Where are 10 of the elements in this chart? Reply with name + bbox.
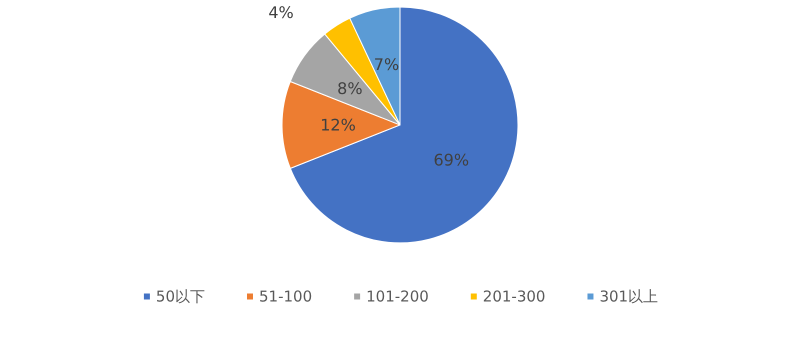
data-label: 12% [320, 115, 356, 134]
data-label: 4% [268, 3, 294, 22]
data-label: 8% [337, 78, 363, 98]
legend-label: 201-300 [482, 288, 546, 306]
legend-label: 51-100 [258, 288, 312, 306]
legend-label: 301以上 [599, 288, 658, 306]
legend-label: 50以下 [156, 288, 205, 306]
legend-label: 101-200 [366, 288, 429, 306]
data-label: 69% [433, 150, 470, 170]
data-label: 7% [374, 54, 400, 74]
